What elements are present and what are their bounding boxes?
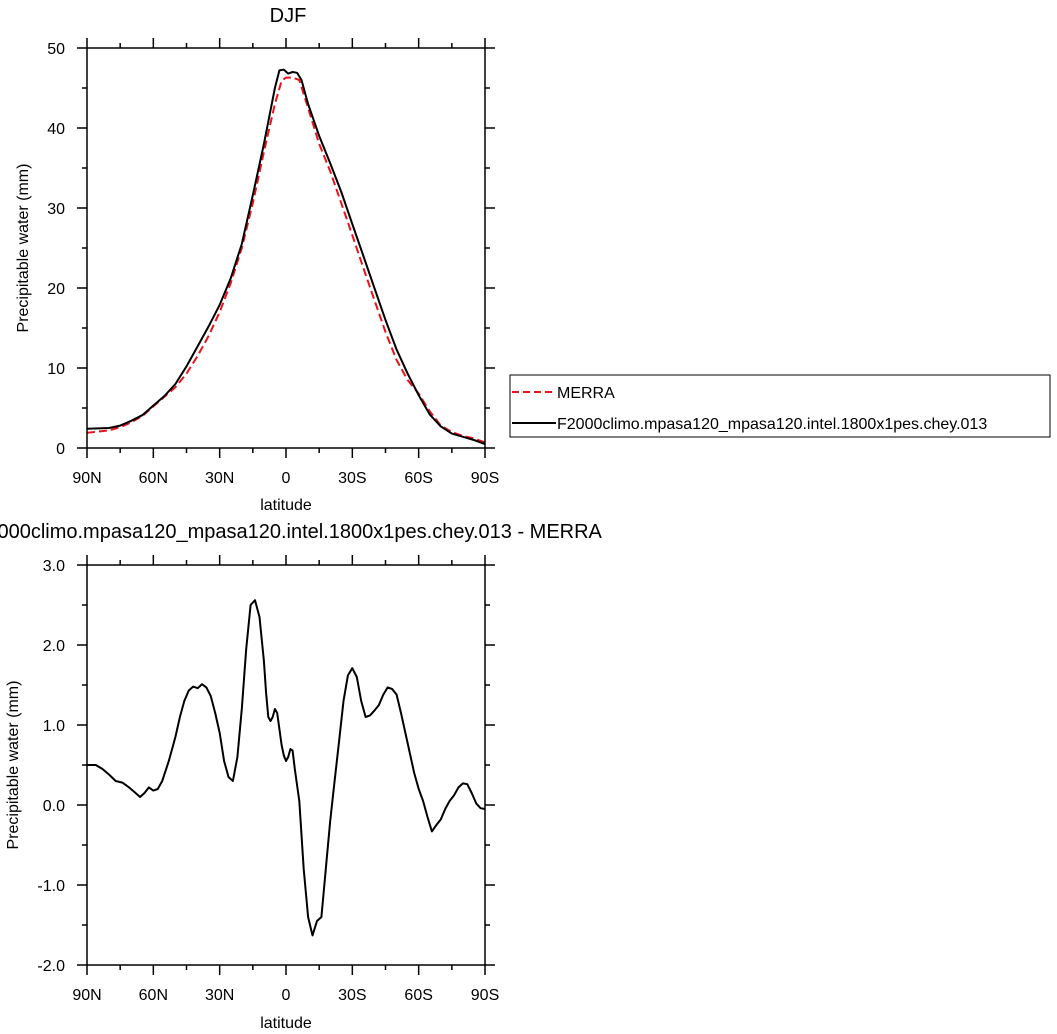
top-y-tick-label: 20 — [47, 281, 65, 298]
top-y-tick-label: 50 — [47, 41, 65, 58]
top-x-tick-label: 60N — [139, 470, 168, 487]
bottom-series-line-0 — [87, 599, 486, 937]
panel-top: DJF 90N 60N 30N 0 30S 60S 90S 0 10 20 30 40 50 latit… — [15, 5, 499, 514]
y-axis-label-bottom: Precipitable water (mm) — [5, 681, 22, 850]
bottom-y-tick-label: 3.0 — [43, 558, 65, 575]
top-y-tick-label: 30 — [47, 201, 65, 218]
legend-label-model: F2000climo.mpasa120_mpasa120.intel.1800x… — [557, 416, 987, 433]
x-axis-label-top: latitude — [260, 497, 312, 514]
chart-title-top: DJF — [270, 5, 307, 27]
panel-bottom: F2000climo.mpasa120_mpasa120.intel.1800x… — [0, 521, 603, 1032]
bottom-x-tick-label: 60N — [139, 987, 168, 1004]
legend-box — [509, 374, 1051, 438]
bottom-x-tick-label: 90S — [471, 987, 499, 1004]
chart-title-bottom: F2000climo.mpasa120_mpasa120.intel.1800x… — [0, 521, 603, 543]
top-x-tick-label: 0 — [282, 470, 291, 487]
bottom-y-tick-label: 2.0 — [43, 638, 65, 655]
plot-frame-top — [86, 47, 486, 449]
top-x-tick-label: 90N — [72, 470, 101, 487]
bottom-y-tick-label: -2.0 — [37, 958, 65, 975]
bottom-y-tick-label: -1.0 — [37, 878, 65, 895]
bottom-series — [87, 599, 486, 937]
bottom-x-tick-label: 60S — [404, 987, 432, 1004]
top-y-tick-label: 40 — [47, 121, 65, 138]
y-axis-label-top: Precipitable water (mm) — [15, 164, 32, 333]
x-axis-label-bottom: latitude — [260, 1015, 312, 1032]
top-x-tick-label: 30S — [338, 470, 366, 487]
top-x-tick-label: 30N — [205, 470, 234, 487]
top-series-line-0 — [86, 76, 486, 444]
legend-label-merra: MERRA — [557, 385, 615, 402]
top-x-tick-label: 90S — [471, 470, 499, 487]
bottom-y-tick-label: 0.0 — [43, 798, 65, 815]
top-x-tick-label: 60S — [404, 470, 432, 487]
bottom-ticks: 90N 60N 30N 0 30S 60S 90S -2.0 -1.0 0.0 1.0 2.0 3.0 — [37, 555, 499, 1004]
top-y-tick-label: 0 — [56, 441, 65, 458]
bottom-x-tick-label: 30S — [338, 987, 366, 1004]
top-series — [86, 68, 486, 445]
bottom-y-tick-label: 1.0 — [43, 718, 65, 735]
legend: MERRA F2000climo.mpasa120_mpasa120.intel… — [509, 374, 1051, 438]
bottom-x-tick-label: 30N — [205, 987, 234, 1004]
plot-frame-bottom — [86, 564, 486, 966]
bottom-x-tick-label: 90N — [72, 987, 101, 1004]
bottom-x-tick-label: 0 — [282, 987, 291, 1004]
top-y-tick-label: 10 — [47, 361, 65, 378]
top-ticks: 90N 60N 30N 0 30S 60S 90S 0 10 20 30 40 50 — [47, 38, 499, 487]
top-series-line-1 — [86, 68, 486, 445]
